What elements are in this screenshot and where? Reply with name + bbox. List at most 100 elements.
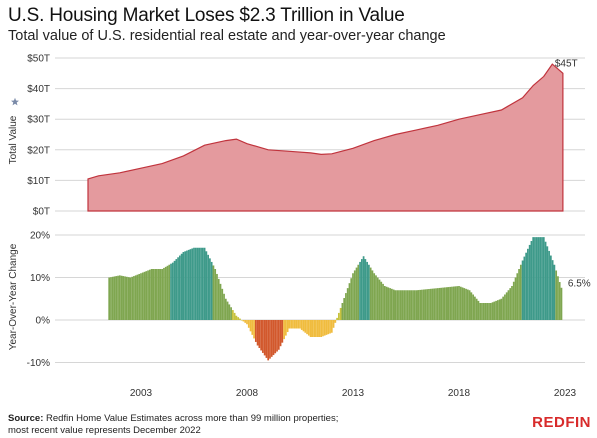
yoy-bar: [226, 301, 229, 320]
yoy-bar: [523, 256, 526, 320]
yoy-bar: [463, 288, 466, 320]
yoy-bar: [442, 287, 444, 320]
yoy-bar: [408, 290, 411, 320]
yoy-bar: [212, 265, 215, 320]
yoy-bar: [150, 269, 153, 320]
yoy-bar: [140, 273, 142, 320]
yoy-bar: [179, 255, 181, 320]
yoy-bar: [445, 287, 448, 320]
total-value-area: [87, 63, 564, 212]
yoy-bar: [148, 269, 151, 320]
chart-title: U.S. Housing Market Loses $2.3 Trillion …: [8, 5, 405, 26]
yoy-bar: [246, 320, 248, 325]
yoy-bar: [491, 302, 494, 320]
yoy-bar: [558, 282, 561, 320]
yoy-bar: [318, 320, 321, 337]
yoy-bar: [124, 276, 126, 320]
yoy-bar: [415, 290, 418, 320]
yoy-bar: [110, 277, 112, 320]
yoy-bar: [209, 258, 211, 320]
x-tick-label: 2023: [554, 388, 577, 399]
yoy-bar: [435, 288, 437, 320]
yoy-bar: [451, 286, 453, 320]
yoy-bar: [505, 292, 508, 320]
yoy-bar: [159, 269, 162, 320]
x-tick-label: 2013: [342, 388, 365, 399]
yoy-bar: [452, 286, 455, 320]
yoy-bar: [537, 237, 540, 321]
yoy-bar: [396, 290, 399, 320]
yoy-bar: [194, 247, 197, 320]
yoy-bar: [406, 290, 409, 320]
yoy-bar: [288, 320, 291, 329]
yoy-bar: [156, 269, 158, 320]
yoy-bar: [362, 256, 365, 320]
yoy-bar: [339, 307, 342, 320]
yoy-bar: [281, 320, 284, 343]
yoy-bar: [320, 320, 323, 337]
yoy-bar: [232, 310, 234, 320]
yoy-axis-label: Year-Over-Year Change: [8, 243, 19, 350]
yoy-bar: [279, 320, 282, 347]
yoy-bar: [431, 288, 434, 320]
yoy-bar: [256, 320, 259, 346]
yoy-bar: [530, 241, 533, 320]
yoy-bar: [122, 276, 125, 320]
yoy-bar: [535, 237, 538, 321]
top-y-tick-labels: $0T $10T $20T $30T $40T $50T: [27, 54, 50, 218]
yoy-bar: [413, 290, 416, 320]
yoy-bar: [514, 277, 517, 320]
yoy-bar: [193, 247, 195, 320]
yoy-bar: [265, 320, 268, 358]
yoy-bar: [263, 320, 266, 356]
yoy-bar: [391, 288, 393, 320]
yoy-bar: [382, 283, 384, 320]
yoy-bar: [221, 288, 224, 320]
yoy-bar: [191, 248, 194, 320]
bottom-y-tick-label: -10%: [27, 358, 50, 369]
yoy-bar: [474, 296, 476, 320]
yoy-bar: [459, 286, 462, 320]
top-y-tick-label: $20T: [27, 145, 50, 156]
yoy-bar: [240, 320, 243, 321]
yoy-bar: [504, 294, 506, 320]
yoy-bar: [262, 320, 264, 353]
yoy-bar: [560, 287, 563, 320]
yoy-bar: [359, 261, 361, 320]
yoy-bar: [283, 320, 285, 340]
yoy-bar: [152, 269, 155, 320]
yoy-bar: [127, 277, 130, 320]
yoy-bar: [375, 275, 377, 320]
yoy-bar: [334, 320, 337, 323]
yoy-bar: [145, 271, 148, 320]
yoy-bar: [270, 320, 273, 357]
yoy-bar: [466, 289, 469, 320]
yoy-bar: [461, 287, 464, 320]
yoy-bar: [422, 289, 425, 320]
yoy-bar: [285, 320, 287, 336]
yoy-bar: [187, 249, 190, 320]
yoy-bar: [272, 320, 275, 356]
top-y-tick-label: $50T: [27, 54, 50, 65]
yoy-bar: [293, 320, 296, 329]
yoy-bar: [235, 315, 238, 320]
yoy-bar: [426, 289, 429, 320]
yoy-bar: [274, 320, 277, 354]
yoy-bar: [539, 237, 542, 321]
yoy-bar: [412, 290, 414, 320]
yoy-bar: [214, 269, 217, 320]
x-tick-label: 2008: [236, 388, 259, 399]
yoy-bar: [120, 275, 123, 320]
x-tick-label: 2003: [130, 388, 153, 399]
yoy-bar: [371, 270, 374, 320]
yoy-bar: [373, 273, 376, 320]
yoy-bar: [544, 241, 547, 320]
yoy-bar: [299, 320, 301, 329]
yoy-bar: [454, 286, 457, 320]
yoy-bar: [472, 294, 474, 320]
chart-subtitle: Total value of U.S. residential real est…: [8, 28, 446, 44]
yoy-bar: [456, 286, 459, 320]
yoy-bar: [475, 298, 478, 320]
yoy-bar: [360, 259, 363, 320]
yoy-bar: [267, 320, 270, 361]
